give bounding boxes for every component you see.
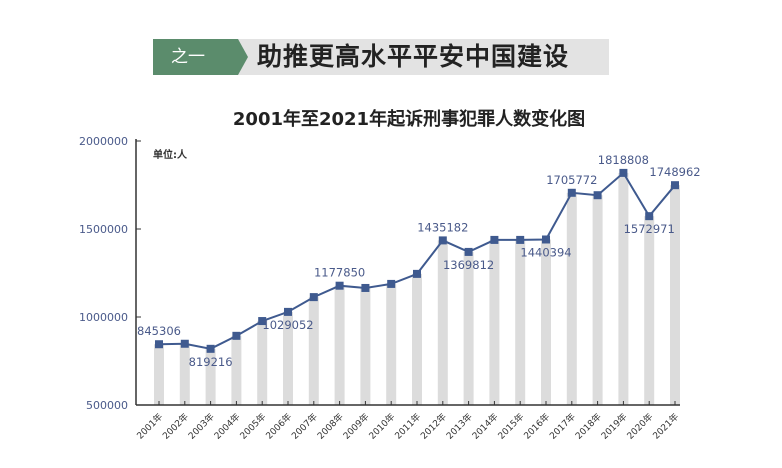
x-tick-label: 2013年 [444, 411, 475, 442]
data-point-marker [516, 235, 525, 244]
data-point-marker [361, 283, 370, 292]
x-tick-label: 2008年 [315, 411, 346, 442]
section-banner: 之一 助推更高水平平安中国建设 [153, 39, 609, 75]
data-point-marker [464, 247, 473, 256]
chart-title: 2001年至2021年起诉刑事犯罪人数变化图 [232, 109, 586, 130]
data-point-marker [155, 340, 163, 349]
bar [334, 285, 345, 405]
bar [205, 348, 216, 405]
data-label: 1369812 [443, 258, 494, 272]
data-label: 1748962 [649, 165, 700, 179]
bar [541, 239, 551, 405]
x-tick-label: 2018年 [573, 411, 604, 442]
bar [257, 321, 268, 405]
x-tick-label: 2010年 [366, 411, 397, 442]
data-label: 1818808 [598, 153, 649, 167]
x-tick-label: 2015年 [495, 411, 526, 442]
data-label: 1029052 [262, 318, 313, 332]
x-tick-label: 2002年 [160, 411, 191, 442]
bar [179, 343, 190, 405]
tag-arrow-shape [238, 39, 248, 75]
data-point-marker [413, 269, 421, 278]
x-tick-label: 2007年 [289, 411, 320, 442]
bar [644, 216, 655, 405]
data-label: 1440394 [520, 245, 571, 259]
x-tick-label: 2001年 [134, 411, 165, 442]
section-heading: 助推更高水平平安中国建设 [257, 42, 570, 71]
bar [670, 185, 680, 405]
bar [360, 287, 371, 405]
data-point-marker [387, 279, 396, 288]
data-point-marker [232, 331, 241, 340]
x-tick-label: 2017年 [547, 411, 578, 442]
x-tick-label: 2021年 [650, 411, 681, 442]
data-point-marker [284, 307, 292, 316]
x-tick-label: 2009年 [340, 411, 371, 442]
x-tick-label: 2014年 [469, 411, 500, 442]
y-tick-label: 1000000 [79, 311, 128, 324]
data-point-marker [490, 235, 499, 244]
data-point-marker [593, 191, 602, 200]
data-point-marker [180, 339, 189, 348]
bar [283, 311, 293, 405]
bar [515, 239, 526, 405]
bar [386, 283, 397, 405]
y-tick-label: 2000000 [79, 135, 128, 148]
bar [566, 192, 577, 405]
bar [308, 297, 319, 405]
data-point-marker [309, 293, 318, 302]
data-point-marker [438, 236, 447, 245]
x-tick-label: 2006年 [263, 411, 294, 442]
x-tick-label: 2003年 [186, 411, 217, 442]
x-tick-label: 2005年 [237, 411, 268, 442]
bar [592, 195, 603, 405]
data-point-marker [542, 235, 550, 244]
data-point-marker [206, 344, 215, 353]
data-label: 1572971 [624, 222, 675, 236]
y-tick-label: 1500000 [79, 223, 128, 236]
unit-label: 单位:人 [153, 150, 187, 161]
data-label: 819216 [189, 355, 233, 369]
bar [154, 344, 164, 405]
section-number-tag: 之一 [153, 39, 238, 75]
x-tick-label: 2012年 [418, 411, 449, 442]
y-tick-label: 500000 [86, 399, 128, 412]
data-label: 845306 [137, 324, 181, 338]
bar [463, 251, 474, 405]
bar [618, 172, 629, 405]
data-label: 1435182 [417, 220, 468, 234]
bar [489, 239, 500, 405]
data-point-marker [671, 181, 679, 190]
data-point-marker [645, 212, 654, 221]
data-point-marker [619, 168, 628, 177]
chart-title-wrap: 2001年至2021年起诉刑事犯罪人数变化图 [0, 105, 782, 131]
data-point-marker [335, 281, 344, 290]
data-point-marker [567, 188, 576, 197]
x-tick-label: 2019年 [598, 411, 629, 442]
x-tick-label: 2016年 [521, 411, 552, 442]
data-label: 1177850 [314, 266, 365, 280]
data-point-marker [258, 317, 267, 326]
x-tick-label: 2004年 [211, 411, 242, 442]
x-tick-label: 2011年 [392, 411, 423, 442]
bar [412, 273, 422, 405]
x-tick-label: 2020年 [624, 411, 655, 442]
data-label: 1705772 [546, 173, 597, 187]
bar [437, 240, 448, 405]
bar [231, 335, 242, 405]
